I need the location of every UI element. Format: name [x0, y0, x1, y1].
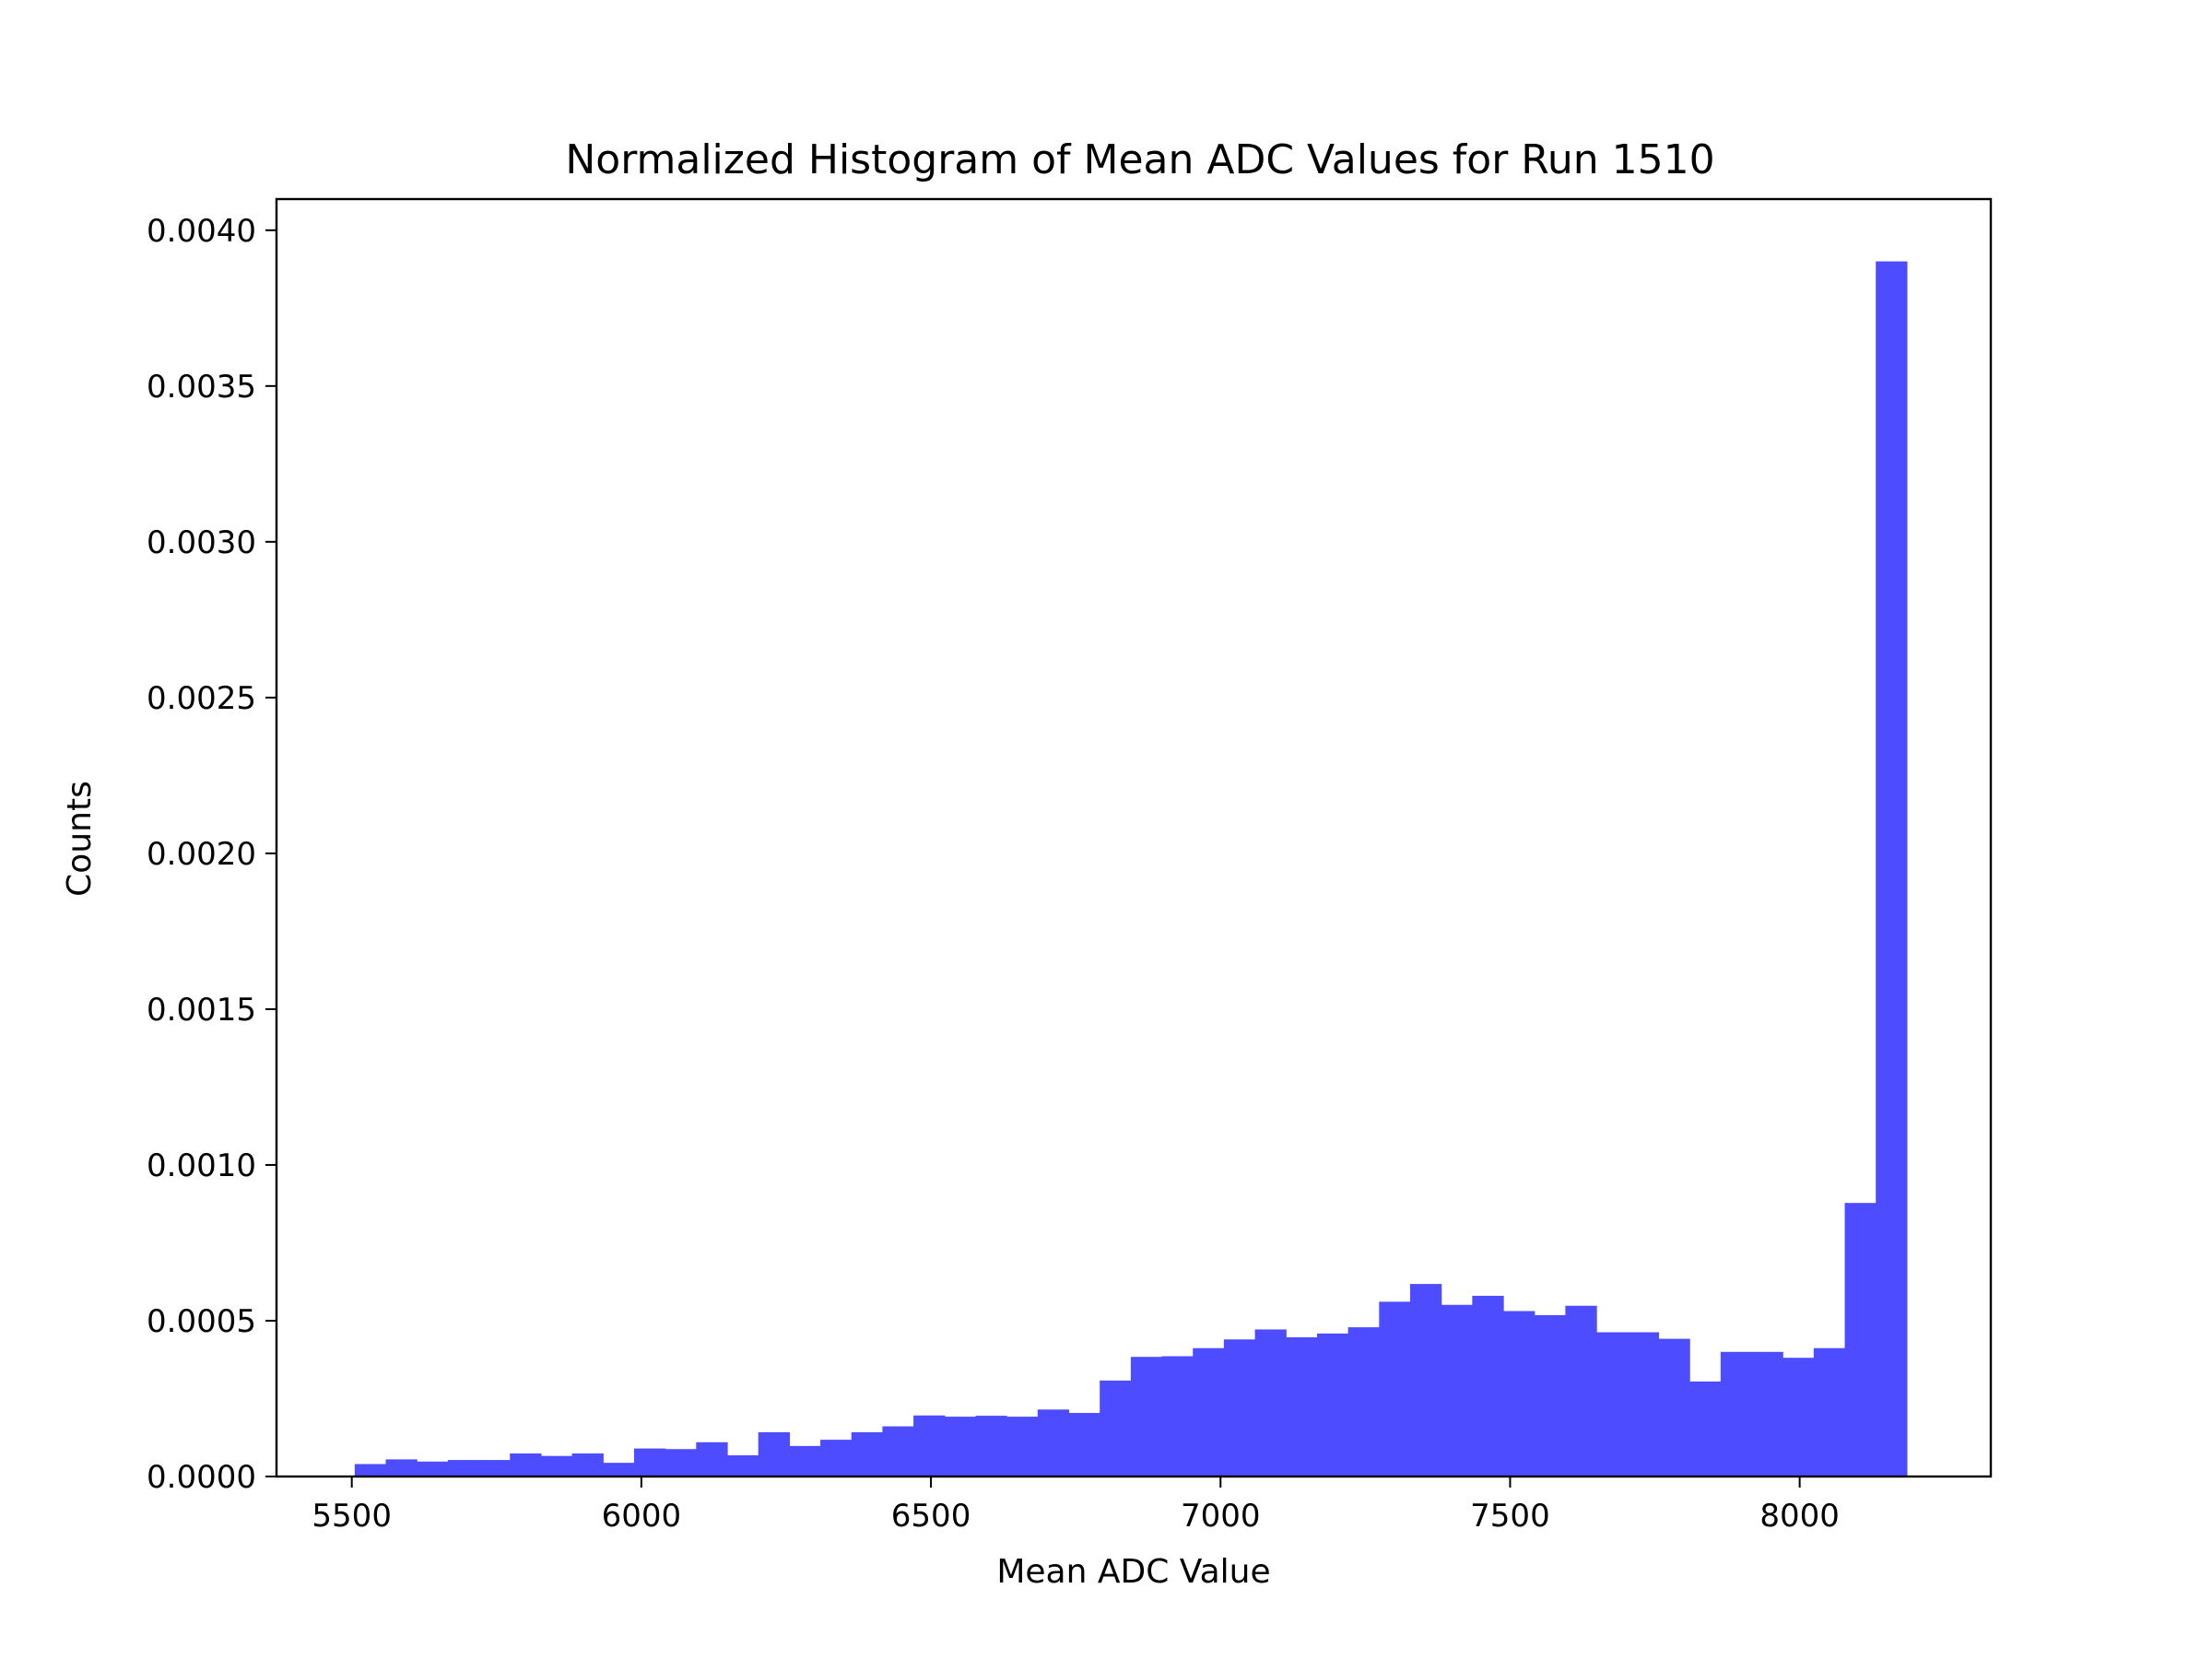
- histogram-bar: [1503, 1311, 1535, 1477]
- histogram-bar: [1844, 1203, 1877, 1477]
- histogram-bar: [1472, 1295, 1504, 1477]
- histogram-bar: [1720, 1351, 1753, 1477]
- histogram-bar: [1534, 1314, 1566, 1477]
- histogram-bar: [1813, 1347, 1846, 1477]
- histogram-bar: [1347, 1327, 1380, 1477]
- histogram-bar: [1751, 1351, 1783, 1477]
- bars-layer: [354, 261, 1908, 1477]
- plot-frame: [275, 197, 1993, 1478]
- histogram-bar: [789, 1445, 821, 1477]
- y-tick-label: 0.0020: [147, 836, 256, 873]
- histogram-bar: [1409, 1284, 1442, 1477]
- y-tick-label: 0.0040: [147, 213, 256, 250]
- histogram-bar: [354, 1464, 387, 1477]
- histogram-bar: [571, 1453, 604, 1477]
- histogram-bar: [417, 1461, 449, 1477]
- histogram-bar: [478, 1460, 511, 1477]
- histogram-bar: [1689, 1381, 1722, 1477]
- histogram-bar: [1565, 1305, 1597, 1477]
- histogram-bar: [447, 1460, 480, 1477]
- histogram-bar: [385, 1459, 418, 1477]
- x-tick-label: 7000: [1181, 1498, 1261, 1535]
- y-axis: 0.0000 0.0005 0.0010 0.0015 0.0020 0.0025 0.00…: [147, 213, 276, 1496]
- histogram-bar: [603, 1463, 635, 1477]
- histogram-bar: [975, 1416, 1007, 1477]
- y-tick-label: 0.0035: [147, 369, 256, 406]
- histogram-bar: [1068, 1413, 1100, 1477]
- chart-title: Normalized Histogram of Mean ADC Values …: [565, 136, 1714, 183]
- histogram-bar: [510, 1453, 542, 1477]
- histogram-bar: [1876, 261, 1908, 1477]
- histogram-bar: [1441, 1304, 1473, 1477]
- x-axis-label: Mean ADC Value: [996, 1553, 1270, 1591]
- histogram-bar: [1254, 1329, 1287, 1477]
- histogram-bar: [665, 1449, 697, 1477]
- histogram-bar: [1193, 1347, 1225, 1477]
- x-tick-label: 7500: [1470, 1498, 1550, 1535]
- histogram-bar: [944, 1417, 977, 1477]
- histogram-bar: [1783, 1358, 1815, 1477]
- histogram-bar: [1161, 1356, 1194, 1477]
- y-tick-label: 0.0015: [147, 992, 256, 1029]
- histogram-bar: [882, 1426, 914, 1477]
- histogram-bar: [540, 1455, 573, 1477]
- histogram-bar: [1130, 1357, 1163, 1477]
- histogram-bar: [1627, 1332, 1660, 1477]
- histogram-bar: [1658, 1338, 1690, 1477]
- histogram-bar: [820, 1440, 853, 1477]
- histogram-bar: [1596, 1332, 1629, 1477]
- histogram-bar: [1223, 1339, 1256, 1477]
- x-axis: 5500 6000 6500 7000 7500 8000: [312, 1477, 1840, 1535]
- y-tick-label: 0.0005: [147, 1303, 256, 1340]
- histogram-bar: [851, 1432, 884, 1477]
- y-tick-label: 0.0000: [147, 1459, 256, 1496]
- histogram-bar: [1006, 1417, 1039, 1477]
- x-tick-label: 8000: [1759, 1498, 1840, 1535]
- histogram-bar: [913, 1415, 946, 1477]
- x-tick-label: 6000: [602, 1498, 682, 1535]
- y-tick-label: 0.0025: [147, 680, 256, 717]
- histogram-bar: [1286, 1336, 1318, 1477]
- y-axis-label: Counts: [61, 781, 99, 897]
- histogram-bar: [1379, 1301, 1411, 1477]
- histogram-bar: [1037, 1409, 1070, 1477]
- histogram-bar: [1100, 1380, 1132, 1477]
- histogram-bar: [696, 1441, 728, 1477]
- x-tick-label: 6500: [891, 1498, 971, 1535]
- y-tick-label: 0.0030: [147, 524, 256, 561]
- histogram-bar: [727, 1455, 759, 1477]
- histogram-bar: [758, 1432, 790, 1477]
- y-tick-label: 0.0010: [147, 1147, 256, 1184]
- histogram-bar: [1316, 1333, 1349, 1477]
- x-tick-label: 5500: [312, 1498, 392, 1535]
- histogram-bar: [633, 1448, 666, 1477]
